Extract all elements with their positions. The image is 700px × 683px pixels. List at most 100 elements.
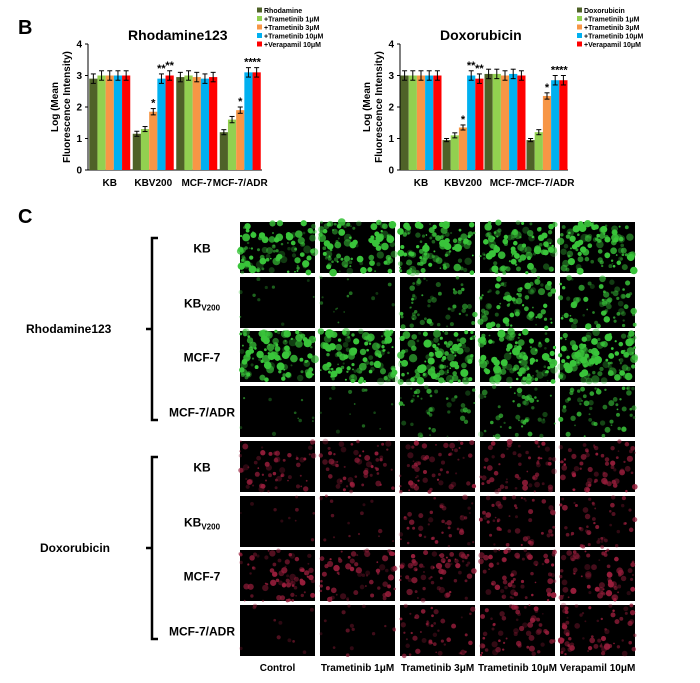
stained-cell xyxy=(328,370,331,374)
stained-cell xyxy=(565,431,571,437)
stained-cell xyxy=(545,370,549,374)
row-label-main: KB xyxy=(193,242,211,256)
stained-cell xyxy=(335,429,340,434)
stained-cell xyxy=(598,559,601,561)
legend-swatch xyxy=(257,16,262,21)
stained-cell xyxy=(411,558,417,564)
stained-cell xyxy=(482,631,488,637)
stained-cell xyxy=(513,240,518,246)
stained-cell xyxy=(455,276,460,280)
stained-cell xyxy=(535,564,538,567)
stained-cell xyxy=(435,651,438,654)
stained-cell xyxy=(343,465,346,468)
stained-cell xyxy=(509,312,515,318)
stained-cell xyxy=(302,337,308,343)
stained-cell xyxy=(627,568,633,574)
stained-cell xyxy=(561,497,565,501)
stained-cell xyxy=(550,288,557,294)
significance-mark: ** xyxy=(165,60,174,72)
stained-cell xyxy=(534,396,537,399)
stained-cell xyxy=(584,564,591,571)
stained-cell xyxy=(284,340,287,342)
stained-cell xyxy=(435,235,442,242)
stained-cell xyxy=(630,577,634,581)
stained-cell xyxy=(358,454,362,457)
stained-cell xyxy=(521,221,525,225)
stained-cell xyxy=(537,650,541,654)
stained-cell xyxy=(296,266,300,270)
stained-cell xyxy=(629,413,633,417)
bar xyxy=(165,75,174,170)
stained-cell xyxy=(601,341,608,348)
stained-cell xyxy=(439,336,443,340)
stained-cell xyxy=(336,460,339,463)
stained-cell xyxy=(469,270,475,276)
stained-cell xyxy=(300,593,304,598)
stained-cell xyxy=(390,250,398,258)
stained-cell xyxy=(337,557,341,561)
stained-cell xyxy=(410,554,416,559)
stained-cell xyxy=(584,235,592,242)
bar xyxy=(442,140,451,170)
stained-cell xyxy=(435,350,443,359)
stained-cell xyxy=(605,358,609,362)
stained-cell xyxy=(510,249,517,255)
stained-cell xyxy=(479,654,483,657)
stained-cell xyxy=(498,336,505,342)
micrograph-cell xyxy=(398,494,475,548)
stained-cell xyxy=(493,543,496,546)
stained-cell xyxy=(595,362,598,366)
stained-cell xyxy=(542,263,550,270)
stained-cell xyxy=(569,247,573,250)
micrograph-cell xyxy=(318,494,395,547)
stained-cell xyxy=(329,268,337,277)
stained-cell xyxy=(606,481,612,487)
stained-cell xyxy=(613,319,617,323)
stained-cell xyxy=(331,260,334,264)
stained-cell xyxy=(399,360,402,363)
stained-cell xyxy=(310,248,319,256)
stained-cell xyxy=(528,604,531,607)
bar xyxy=(517,75,526,170)
stained-cell xyxy=(399,269,403,273)
stained-cell xyxy=(454,354,457,357)
stained-cell xyxy=(535,629,542,635)
micrograph-background xyxy=(240,496,315,547)
stained-cell xyxy=(359,261,364,266)
stained-cell xyxy=(517,444,521,448)
micrograph-cell xyxy=(479,219,558,275)
stained-cell xyxy=(324,256,328,260)
stained-cell xyxy=(549,242,552,245)
stained-cell xyxy=(348,291,353,296)
stained-cell xyxy=(242,233,251,242)
stained-cell xyxy=(428,413,433,417)
stained-cell xyxy=(546,533,551,538)
stained-cell xyxy=(586,530,592,536)
stained-cell xyxy=(566,349,568,352)
micrograph-background xyxy=(320,386,395,437)
stained-cell xyxy=(534,387,538,391)
stained-cell xyxy=(563,312,569,318)
stained-cell xyxy=(500,589,505,594)
stained-cell xyxy=(498,639,501,642)
stained-cell xyxy=(244,375,249,380)
stained-cell xyxy=(382,223,388,230)
stained-cell xyxy=(424,360,427,363)
stained-cell xyxy=(419,240,423,243)
stained-cell xyxy=(514,605,518,609)
stained-cell xyxy=(426,279,428,282)
stained-cell xyxy=(392,627,397,632)
stained-cell xyxy=(547,230,553,235)
stained-cell xyxy=(287,452,292,458)
stained-cell xyxy=(492,519,496,523)
stained-cell xyxy=(508,426,512,430)
stained-cell xyxy=(364,360,370,366)
stained-cell xyxy=(504,291,511,298)
stained-cell xyxy=(246,372,251,377)
legend: Doxorubicin+Trametinib 1μM+Trametinib 3μ… xyxy=(577,7,643,49)
stained-cell xyxy=(560,594,563,597)
stained-cell xyxy=(538,242,543,247)
stained-cell xyxy=(353,590,359,596)
stained-cell xyxy=(566,550,573,556)
stained-cell xyxy=(348,534,351,538)
